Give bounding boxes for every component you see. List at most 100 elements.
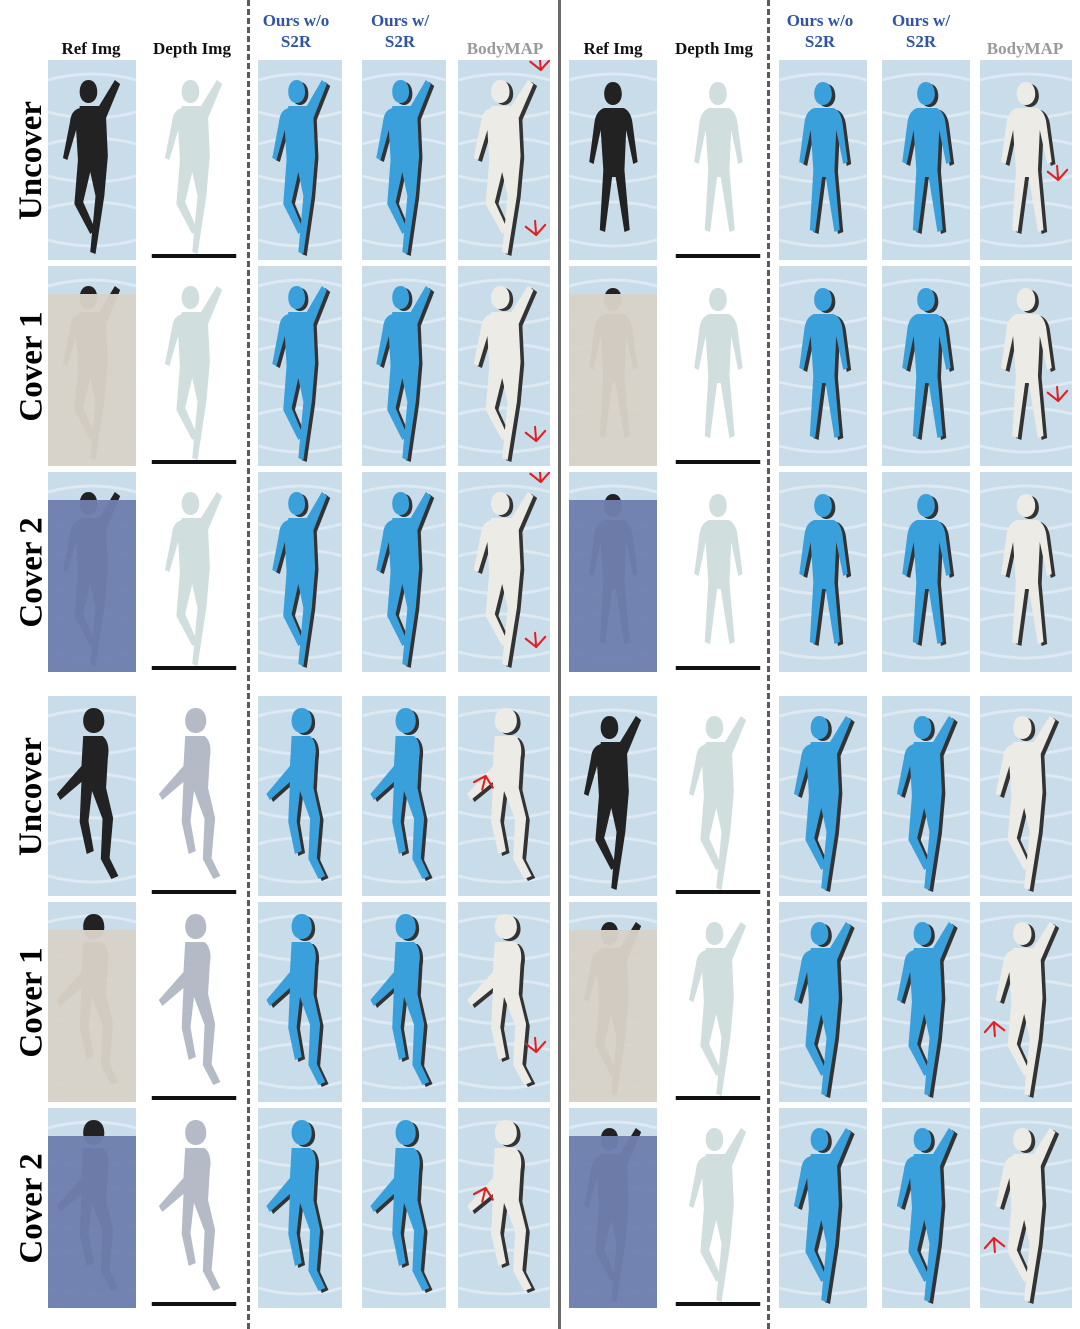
ours-thumbnail xyxy=(882,696,970,896)
ref-thumbnail xyxy=(48,60,136,260)
depth-thumbnail xyxy=(674,902,762,1102)
right-row1-ours-image xyxy=(779,60,867,260)
left-row6-ours-image xyxy=(362,1108,446,1308)
right-row5-ours-image xyxy=(779,902,867,1102)
bodymap-thumbnail xyxy=(980,696,1072,896)
bodymap-thumbnail xyxy=(458,60,550,260)
right-row2-ours-image xyxy=(779,266,867,466)
depth-thumbnail xyxy=(674,472,762,672)
red-arrow-icon xyxy=(983,1020,1006,1038)
red-arrow-icon xyxy=(1046,385,1069,403)
bodymap-thumbnail xyxy=(458,472,550,672)
ref-thumbnail xyxy=(569,472,657,672)
depth-thumbnail xyxy=(150,472,238,672)
header-right-bodymap: BodyMAP xyxy=(986,39,1064,58)
right-row2-bodymap-image xyxy=(980,266,1072,466)
bodymap-thumbnail xyxy=(980,1108,1072,1308)
left-row4-depth-image xyxy=(150,696,238,896)
bodymap-thumbnail xyxy=(980,60,1072,260)
right-row1-ref-image xyxy=(569,60,657,260)
ref-thumbnail xyxy=(569,696,657,896)
left-row6-ref-image xyxy=(48,1108,136,1308)
depth-thumbnail xyxy=(150,696,238,896)
ref-thumbnail xyxy=(569,266,657,466)
left-row2-bodymap-image xyxy=(458,266,550,466)
left-row6-depth-image xyxy=(150,1108,238,1308)
right-row6-depth-image xyxy=(674,1108,762,1308)
ours-thumbnail xyxy=(779,266,867,466)
ours-thumbnail xyxy=(362,1108,446,1308)
red-arrow-icon xyxy=(983,1236,1006,1254)
right-row1-bodymap-image xyxy=(980,60,1072,260)
bodymap-thumbnail xyxy=(458,266,550,466)
ours-thumbnail xyxy=(258,472,342,672)
right-row5-bodymap-image xyxy=(980,902,1072,1102)
ours-thumbnail xyxy=(779,902,867,1102)
ours-thumbnail xyxy=(882,472,970,672)
ours-thumbnail xyxy=(362,902,446,1102)
left-row4-bodymap-image xyxy=(458,696,550,896)
left-row5-ours-image xyxy=(258,902,342,1102)
ours-thumbnail xyxy=(258,902,342,1102)
depth-thumbnail xyxy=(674,696,762,896)
ours-thumbnail xyxy=(882,1108,970,1308)
left-row5-bodymap-image xyxy=(458,902,550,1102)
ours-thumbnail xyxy=(362,696,446,896)
right-row1-ours-image xyxy=(882,60,970,260)
header-right-ref-img: Ref Img xyxy=(583,39,643,58)
depth-thumbnail xyxy=(150,266,238,466)
ours-thumbnail xyxy=(882,60,970,260)
depth-thumbnail xyxy=(674,266,762,466)
ours-thumbnail xyxy=(258,696,342,896)
bodymap-thumbnail xyxy=(980,472,1072,672)
left-row2-ours-image xyxy=(362,266,446,466)
right-row3-bodymap-image xyxy=(980,472,1072,672)
left-row4-ours-image xyxy=(362,696,446,896)
red-arrow-icon xyxy=(529,472,550,484)
ours-thumbnail xyxy=(779,472,867,672)
red-arrow-icon xyxy=(524,631,547,649)
left-row5-ref-image xyxy=(48,902,136,1102)
depth-thumbnail xyxy=(674,60,762,260)
right-row4-bodymap-image xyxy=(980,696,1072,896)
bodymap-thumbnail xyxy=(458,1108,550,1308)
header-left-ref-img: Ref Img xyxy=(61,39,121,58)
right-row4-ours-image xyxy=(779,696,867,896)
right-row2-depth-image xyxy=(674,266,762,466)
ref-thumbnail xyxy=(569,60,657,260)
right-row6-bodymap-image xyxy=(980,1108,1072,1308)
ref-thumbnail xyxy=(569,902,657,1102)
separator-center-solid xyxy=(558,0,561,1329)
ref-thumbnail xyxy=(48,266,136,466)
ours-thumbnail xyxy=(882,902,970,1102)
header-left-ours-w-s2r: Ours w/ S2R xyxy=(370,11,430,51)
left-row5-ours-image xyxy=(362,902,446,1102)
separator-right-dashed xyxy=(767,0,770,1329)
right-row2-ours-image xyxy=(882,266,970,466)
left-row1-ours-image xyxy=(258,60,342,260)
right-row3-ours-image xyxy=(779,472,867,672)
left-row2-ours-image xyxy=(258,266,342,466)
red-arrow-icon xyxy=(524,219,547,237)
bodymap-thumbnail xyxy=(458,696,550,896)
ours-thumbnail xyxy=(779,696,867,896)
ref-thumbnail xyxy=(48,1108,136,1308)
left-row4-ours-image xyxy=(258,696,342,896)
ours-thumbnail xyxy=(779,1108,867,1308)
left-row1-bodymap-image xyxy=(458,60,550,260)
depth-thumbnail xyxy=(150,902,238,1102)
left-row1-ours-image xyxy=(362,60,446,260)
left-row3-ref-image xyxy=(48,472,136,672)
ours-thumbnail xyxy=(362,60,446,260)
right-row4-depth-image xyxy=(674,696,762,896)
right-row5-ref-image xyxy=(569,902,657,1102)
ref-thumbnail xyxy=(569,1108,657,1308)
right-row4-ref-image xyxy=(569,696,657,896)
depth-thumbnail xyxy=(674,1108,762,1308)
red-arrow-icon xyxy=(1046,164,1069,182)
bodymap-thumbnail xyxy=(980,266,1072,466)
right-row3-ref-image xyxy=(569,472,657,672)
right-row3-ours-image xyxy=(882,472,970,672)
ours-thumbnail xyxy=(258,60,342,260)
left-row1-depth-image xyxy=(150,60,238,260)
